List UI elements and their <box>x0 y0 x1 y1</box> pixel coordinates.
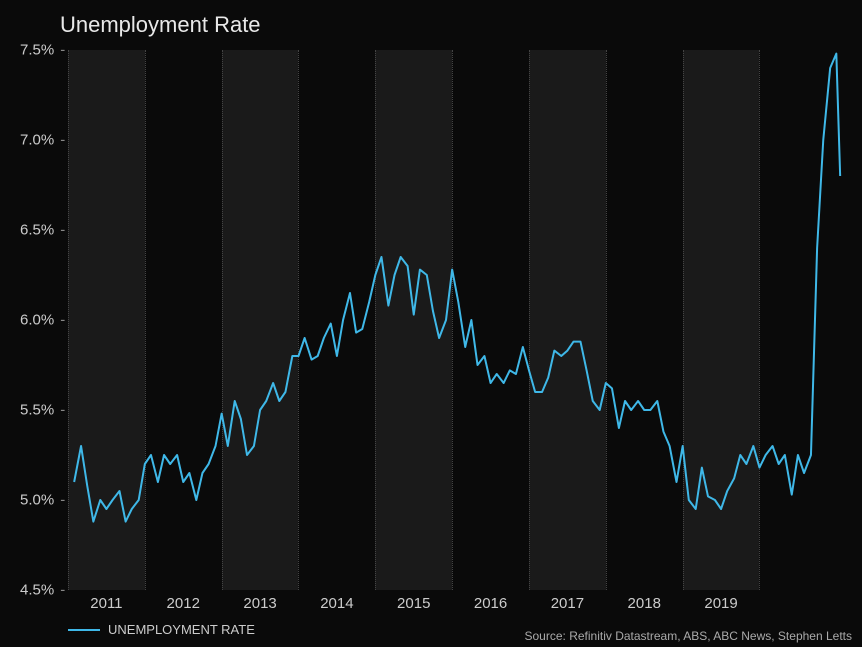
source-text: Source: Refinitiv Datastream, ABS, ABC N… <box>525 629 853 643</box>
x-axis-tick: 2011 <box>90 595 122 612</box>
y-axis-tick: 4.5%- <box>20 582 65 599</box>
x-axis-tick: 2018 <box>628 595 661 612</box>
unemployment-rate-line <box>74 54 840 522</box>
line-chart-svg <box>68 50 844 590</box>
chart-container: Unemployment Rate UNEMPLOYMENT RATE Sour… <box>0 0 862 647</box>
x-axis-tick: 2014 <box>320 595 353 612</box>
x-axis-tick: 2019 <box>704 595 737 612</box>
y-axis-tick: 6.0%- <box>20 312 65 329</box>
legend: UNEMPLOYMENT RATE <box>68 622 255 637</box>
chart-title: Unemployment Rate <box>60 12 261 38</box>
x-axis-tick: 2013 <box>243 595 276 612</box>
x-axis-tick: 2016 <box>474 595 507 612</box>
y-axis-tick: 5.0%- <box>20 492 65 509</box>
legend-swatch <box>68 629 100 631</box>
x-axis-tick: 2015 <box>397 595 430 612</box>
y-axis-tick: 6.5%- <box>20 222 65 239</box>
plot-area <box>68 50 844 590</box>
x-axis-tick: 2017 <box>551 595 584 612</box>
y-axis-tick: 5.5%- <box>20 402 65 419</box>
y-axis-tick: 7.5%- <box>20 42 65 59</box>
x-axis-tick: 2012 <box>167 595 200 612</box>
y-axis-tick: 7.0%- <box>20 132 65 149</box>
legend-label: UNEMPLOYMENT RATE <box>108 622 255 637</box>
